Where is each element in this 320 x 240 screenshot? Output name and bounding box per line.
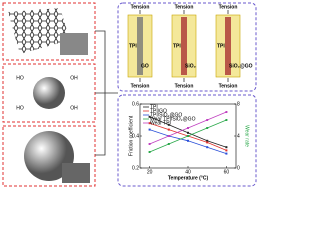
marker (206, 119, 209, 121)
hydroxyl-label: OH (70, 75, 78, 81)
y2-tick-label: 4 (237, 133, 240, 139)
marker (225, 119, 228, 121)
tension-label: Tension (131, 83, 150, 89)
frame-sio2go (2, 125, 96, 187)
marker (148, 151, 151, 153)
legend-label: Wear TPI/SiO₂@GO (150, 116, 196, 122)
marker (167, 128, 170, 131)
y-tick-label: 0.2 (132, 165, 139, 171)
y-tick-label: 0.6 (132, 101, 139, 107)
marker (167, 143, 170, 145)
marker (206, 146, 209, 149)
frame-chart (117, 94, 257, 187)
matrix-label: TPI (217, 43, 225, 49)
y2-axis-label: Wear rate (244, 125, 250, 147)
matrix-label: TPI (129, 43, 137, 49)
matrix-label: TPI (173, 43, 181, 49)
marker (148, 128, 151, 131)
legend-label: TPI (150, 104, 158, 110)
marker (148, 122, 151, 125)
filler-label: SiO₂ (185, 63, 196, 69)
marker (206, 127, 209, 129)
marker (187, 131, 189, 134)
pillar (225, 17, 231, 75)
marker (206, 141, 209, 144)
pillar (181, 17, 187, 75)
y2-tick-label: 8 (237, 101, 240, 107)
legend-label: Wear TPI (150, 120, 171, 126)
marker (225, 152, 228, 155)
marker (225, 111, 228, 113)
marker (167, 135, 170, 137)
legend-label: TPI/SiO₂@GO (150, 112, 182, 118)
marker (187, 135, 189, 137)
marker (148, 143, 151, 145)
filler-label: GO (141, 63, 149, 69)
tension-label: Tension (219, 83, 238, 89)
hydroxyl-label: OH (70, 105, 78, 111)
frame-tension (117, 2, 257, 92)
marker (187, 139, 189, 142)
tem-image (62, 163, 90, 183)
diagram: HO OH HO OH Tension Tension TPI GO Tension Tensio… (2, 2, 257, 187)
filler-label: SiO₂@GO (229, 63, 253, 69)
marker (206, 139, 209, 142)
y2-tick-label: 0 (237, 165, 240, 171)
frame-go (2, 2, 96, 61)
marker (187, 127, 189, 129)
y-tick-label: 0.4 (132, 133, 139, 139)
y-axis-label: Friction coefficient (128, 115, 134, 156)
tension-label: Tension (175, 4, 194, 10)
tension-label: Tension (175, 83, 194, 89)
hydroxyl-label: HO (16, 105, 24, 111)
tension-label: Tension (131, 4, 150, 10)
legend-label: TPI/GO (150, 108, 167, 114)
marker (225, 146, 228, 149)
pillar (137, 17, 143, 75)
page: {"structures":{"hydroxyl":["HO","OH","HO… (2, 2, 257, 187)
connector (95, 30, 118, 156)
x-tick-label: 20 (147, 169, 153, 175)
tension-label: Tension (219, 4, 238, 10)
coated-sphere (24, 131, 74, 181)
x-axis-label: Temperature (°C) (168, 175, 209, 181)
marker (225, 149, 228, 152)
graphene (8, 8, 70, 54)
x-tick-label: 40 (185, 169, 191, 175)
sem-image (60, 33, 88, 55)
x-tick-label: 60 (224, 169, 230, 175)
hydroxyl-label: HO (16, 75, 24, 81)
marker (167, 123, 170, 126)
silica-sphere (33, 77, 65, 109)
marker (148, 115, 151, 118)
